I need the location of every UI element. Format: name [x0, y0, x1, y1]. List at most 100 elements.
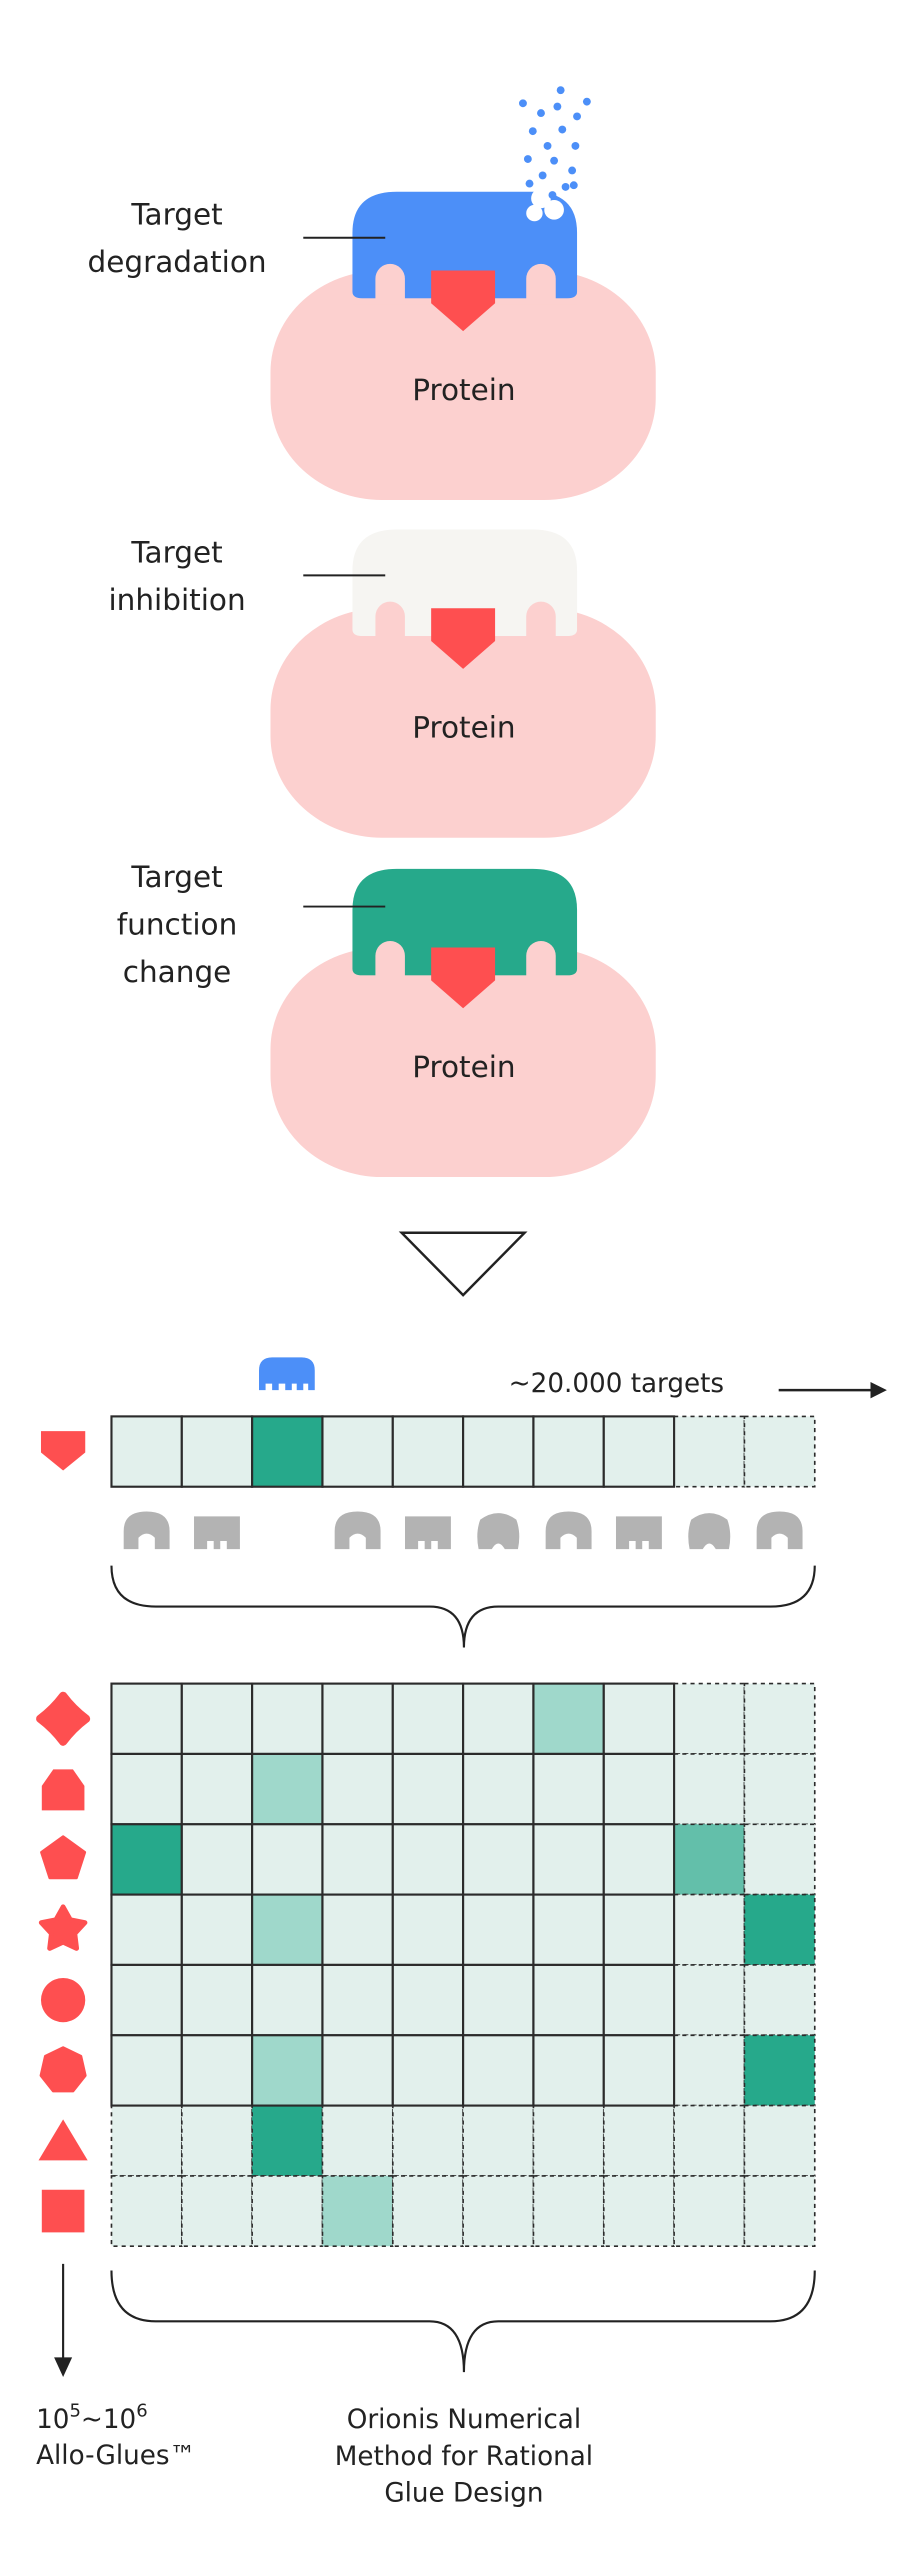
- matrix-cell: [743, 1682, 816, 1755]
- matrix-cell: [180, 2175, 253, 2248]
- matrix-cell: [532, 1823, 605, 1896]
- matrix-cell: [180, 1682, 254, 1756]
- matrix-cell: [391, 1823, 465, 1896]
- top-brace: [110, 1565, 816, 1648]
- degradation-particle: [523, 155, 532, 163]
- matrix-cell: [391, 1893, 465, 1966]
- degradation-particle: [548, 191, 557, 200]
- pocket-ligand-icon: [40, 1431, 86, 1471]
- protein-bump: [526, 263, 556, 301]
- matrix-cell: [391, 2034, 465, 2107]
- target-cell: [251, 1415, 324, 1488]
- matrix-cell: [110, 1752, 183, 1826]
- method-label-line: Orionis Numerical: [347, 2405, 581, 2435]
- matrix-cell: [743, 2175, 816, 2248]
- matrix-cell: [532, 2034, 605, 2107]
- matrix-cell: [673, 1893, 746, 1966]
- matrix-cell: [462, 1752, 535, 1826]
- panel-inhibition: Target inhibition Protein: [108, 529, 656, 838]
- target-cell: [321, 1415, 394, 1488]
- screening-matrix: ~20.000 targets 105~106 Allo-Glues™ Orionis…: [36, 1357, 887, 2509]
- matrix-cell: [532, 2104, 605, 2177]
- candidate-target-glue-icon: [756, 1511, 803, 1550]
- degradation-particle: [558, 125, 567, 134]
- target-cell: [462, 1415, 535, 1488]
- panel-label-line: degradation: [87, 245, 266, 279]
- heptagon-glue-icon: [39, 2046, 87, 2093]
- matrix-cell: [602, 2034, 676, 2107]
- allo-glue-count-part: 5: [69, 2400, 80, 2421]
- matrix-cell: [180, 2034, 254, 2107]
- allo-glue-count-part: ~: [81, 2405, 103, 2435]
- candidate-target-glue-icon: [194, 1516, 240, 1550]
- triangle-glue-icon: [38, 2119, 88, 2161]
- panel-label-line: inhibition: [108, 583, 245, 617]
- matrix-cell: [180, 2104, 253, 2177]
- protein-bump: [375, 940, 405, 978]
- protein-body: [270, 947, 656, 1178]
- bite-mark: [526, 204, 543, 222]
- matrix-cell: [532, 1893, 605, 1966]
- down-triangle-divider: [398, 1231, 528, 1297]
- matrix-cell: [110, 1893, 183, 1966]
- matrix-cell: [391, 1963, 465, 2037]
- protein-bump: [526, 601, 556, 638]
- matrix-cell: [110, 2104, 183, 2177]
- method-label-line: Glue Design: [384, 2479, 543, 2509]
- matrix-cell: [110, 2175, 183, 2248]
- panel-label-line: Target: [130, 198, 222, 232]
- matrix-cell: [673, 1823, 746, 1896]
- panel-function_change: Target function change Protein: [117, 860, 656, 1178]
- matrix-cell: [391, 2104, 464, 2177]
- matrix-cell: [180, 1893, 254, 1966]
- panel-label-line: function: [117, 907, 238, 941]
- matrix-cell: [321, 2175, 394, 2248]
- matrix-cell: [321, 2104, 394, 2177]
- matrix-cell: [391, 1682, 465, 1756]
- targets-label: ~20.000 targets: [509, 1369, 724, 1399]
- degradation-particle: [525, 179, 534, 188]
- degradation-particle: [537, 109, 545, 118]
- degradation-particle: [553, 102, 562, 111]
- library-arrow-head: [54, 2357, 73, 2378]
- candidate-target-glue-icon: [615, 1516, 662, 1550]
- matrix-cell: [743, 2104, 816, 2177]
- pocket-ligand-icon: [431, 947, 496, 1009]
- glue-molecule-degradation: [352, 191, 578, 299]
- candidate-target-glue-icon: [123, 1511, 170, 1550]
- matrix-cell: [673, 1964, 746, 2037]
- matrix-cell: [251, 1823, 324, 1896]
- degradation-particle: [550, 156, 559, 165]
- degradation-particle: [528, 127, 537, 136]
- matrix-cell: [110, 1823, 183, 1896]
- matrix-cell: [673, 2175, 746, 2248]
- allo-glue-count-part: 6: [136, 2400, 147, 2421]
- bottom-brace: [110, 2270, 816, 2373]
- method-label-line: Method for Rational: [335, 2442, 593, 2472]
- target-cell: [532, 1415, 605, 1488]
- matrix-cell: [673, 2034, 746, 2107]
- mechanism-panels: Target degradation Protein Target inhibition…: [87, 86, 656, 1178]
- matrix-cell: [673, 2104, 746, 2177]
- matrix-cell: [532, 1963, 605, 2037]
- matrix-cell: [391, 1752, 465, 1826]
- matrix-cell: [743, 1964, 816, 2037]
- square-glue-icon: [41, 2189, 85, 2233]
- allo-glues-label: Allo-Glues™: [36, 2441, 196, 2471]
- bite-mark: [531, 188, 551, 209]
- allo-glue-count: 105~106: [36, 2400, 148, 2434]
- matrix-cell: [602, 1963, 676, 2037]
- matrix-cell: [251, 2034, 324, 2107]
- matrix-cell: [602, 1893, 676, 1966]
- matrix-cell: [110, 2034, 183, 2107]
- matrix-cell: [462, 2104, 535, 2177]
- matrix-cell: [602, 1752, 676, 1826]
- degradation-particle: [582, 97, 591, 106]
- matrix-cell: [743, 1753, 816, 1826]
- pentagon-glue-icon: [40, 1835, 87, 1880]
- matrix-cell: [251, 1752, 324, 1826]
- matrix-cell: [462, 1823, 535, 1896]
- protein-body: [270, 270, 656, 501]
- degradation-particle: [519, 99, 527, 108]
- matrix-cell: [743, 2034, 816, 2107]
